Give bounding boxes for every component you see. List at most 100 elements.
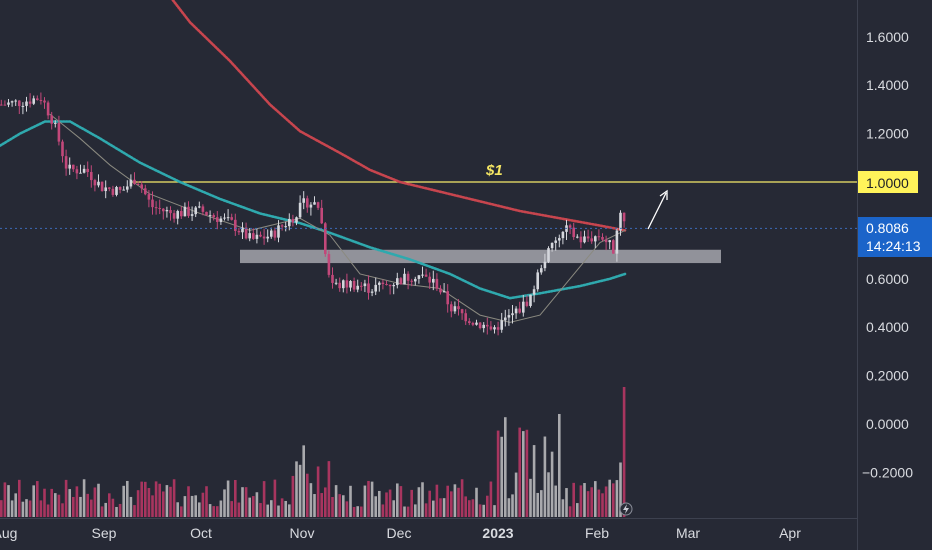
volume-bar xyxy=(327,461,331,517)
current-price-text: 0.8086 xyxy=(866,220,909,236)
volume-bar xyxy=(604,486,608,517)
volume-bar xyxy=(529,478,532,517)
candle-body xyxy=(594,236,597,242)
volume-bar xyxy=(316,466,320,517)
candle-body xyxy=(331,274,334,283)
candle-body xyxy=(187,206,190,216)
candle-body xyxy=(75,169,79,174)
candle-body xyxy=(93,180,97,186)
volume-bar xyxy=(64,479,68,517)
candle-body xyxy=(54,122,57,124)
time-axis[interactable]: Aug Sep Oct Nov Dec 2023 Feb Mar Apr xyxy=(0,518,858,542)
x-tick-label: Dec xyxy=(387,525,412,541)
volume-bar xyxy=(277,505,280,517)
price-axis[interactable]: 1.6000 1.4000 1.2000 0.6000 0.4000 0.2000 0.00… xyxy=(857,0,914,550)
candle-body xyxy=(194,207,197,215)
candle-body xyxy=(122,189,125,191)
volume-bar xyxy=(532,445,536,517)
candle-body xyxy=(370,291,374,293)
candle-body xyxy=(244,227,248,239)
ma-teal-path xyxy=(0,120,627,300)
up-arrow-annotation xyxy=(647,189,668,230)
volume-bar xyxy=(579,485,583,517)
candle-body xyxy=(82,168,86,173)
volume-bar xyxy=(576,503,579,517)
volume-bar xyxy=(50,488,53,517)
volume-bar xyxy=(75,486,79,517)
volume-bar xyxy=(406,506,410,517)
candle-body xyxy=(36,98,39,100)
volume-bar xyxy=(504,417,507,517)
candle-body xyxy=(230,217,233,220)
candle-body xyxy=(568,225,572,228)
volume-bar xyxy=(572,482,575,517)
ma-gray-line xyxy=(49,113,626,323)
x-tick-label: Feb xyxy=(585,525,609,541)
volume-bar xyxy=(342,495,345,517)
candle-body xyxy=(601,236,604,240)
volume-bar xyxy=(352,506,356,517)
candle-body xyxy=(511,313,514,316)
volume-bar xyxy=(428,490,431,517)
volume-bar xyxy=(291,475,295,517)
candle-body xyxy=(504,317,507,321)
candle-body xyxy=(162,208,165,212)
y-tick-label: 1.6000 xyxy=(866,29,909,45)
volume-bar xyxy=(187,486,190,517)
candle-body xyxy=(334,282,338,284)
candle-body xyxy=(338,282,341,289)
volume-bar xyxy=(212,506,215,517)
volume-bar xyxy=(68,489,71,517)
candle-body xyxy=(514,308,518,314)
candle-body xyxy=(144,188,147,195)
volume-bar xyxy=(216,506,219,517)
candle-body xyxy=(57,122,61,142)
candle-body xyxy=(396,278,399,286)
current-price-label: 0.8086 14:24:13 xyxy=(858,217,932,257)
volume-bar xyxy=(514,472,518,517)
candle-body xyxy=(165,210,169,212)
candle-body xyxy=(266,236,269,239)
volume-bar xyxy=(414,504,417,517)
candle-body xyxy=(43,100,46,103)
volume-bar xyxy=(3,482,7,517)
candle-body xyxy=(190,214,194,216)
candle-body xyxy=(500,320,503,330)
volume-bar xyxy=(198,502,201,517)
volume-bar xyxy=(363,485,367,517)
volume-bar xyxy=(201,492,205,517)
volume-bar xyxy=(43,488,46,517)
x-tick-label: Apr xyxy=(779,525,801,541)
candle-body xyxy=(291,218,295,223)
candle-body xyxy=(136,184,140,186)
volume-bar xyxy=(180,506,183,517)
volume-bar xyxy=(298,464,302,517)
candle-body xyxy=(590,238,593,242)
volume-bar xyxy=(183,496,187,517)
candle-body xyxy=(79,172,82,174)
candle-body xyxy=(493,327,496,330)
volume-bar xyxy=(471,499,475,517)
volume-bar xyxy=(136,490,140,517)
candle-body xyxy=(464,313,467,322)
volume-bar xyxy=(554,485,557,517)
lightning-icon[interactable] xyxy=(619,502,633,516)
volume-bar xyxy=(90,499,93,517)
volume-bar xyxy=(237,502,241,517)
volume-bar xyxy=(262,481,266,517)
candle-body xyxy=(7,102,10,105)
volume-bar xyxy=(158,483,161,517)
volume-bar xyxy=(583,483,586,517)
volume-bar xyxy=(464,496,467,517)
volume-bar xyxy=(374,496,377,517)
volume-bar xyxy=(230,501,233,517)
candle-body xyxy=(543,261,547,269)
volume-bar xyxy=(248,497,251,517)
arrow-shaft xyxy=(647,192,667,230)
candle-body xyxy=(212,215,215,218)
candle-body xyxy=(50,115,53,124)
candle-body xyxy=(284,226,287,228)
volume-bar xyxy=(82,479,86,517)
candle-body xyxy=(64,156,68,169)
